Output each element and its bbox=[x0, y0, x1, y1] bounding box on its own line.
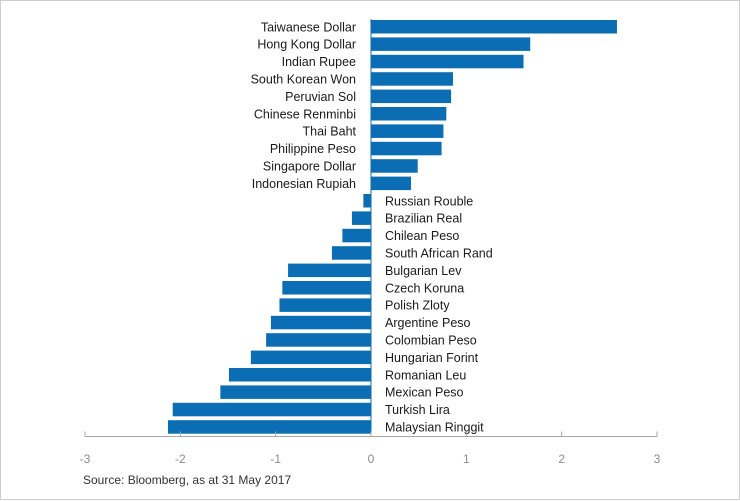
bar-czech-koruna bbox=[282, 281, 371, 295]
bar-brazilian-real bbox=[351, 211, 371, 225]
x-axis: -3 -2 -1 0 1 2 3 bbox=[80, 19, 661, 466]
bar-south-korean-won bbox=[371, 72, 453, 86]
bar-peruvian-sol bbox=[371, 89, 452, 104]
category-label: Russian Rouble bbox=[385, 194, 473, 208]
bar-south-african-rand bbox=[331, 246, 371, 260]
bar-bulgarian-lev bbox=[288, 263, 371, 278]
bar-thai-baht bbox=[371, 124, 444, 138]
bar-chilean-peso bbox=[342, 228, 371, 243]
category-label: Thai Baht bbox=[302, 125, 356, 139]
bar-chinese-renminbi bbox=[371, 107, 447, 121]
bar-colombian-peso bbox=[266, 333, 371, 347]
category-label: Indian Rupee bbox=[282, 55, 356, 69]
x-tick-label: 1 bbox=[463, 452, 470, 466]
bar-hungarian-forint bbox=[250, 350, 371, 365]
bar-philippine-peso bbox=[371, 141, 442, 156]
category-label: Taiwanese Dollar bbox=[261, 20, 356, 34]
category-label: Indonesian Rupiah bbox=[252, 177, 356, 191]
bar-polish-zloty bbox=[279, 298, 371, 312]
category-label: Mexican Peso bbox=[385, 386, 464, 400]
category-label: Hong Kong Dollar bbox=[257, 38, 356, 52]
bar-indian-rupee bbox=[371, 54, 524, 69]
bar-mexican-peso bbox=[220, 385, 371, 399]
bar-turkish-lira bbox=[172, 402, 371, 417]
category-label: Philippine Peso bbox=[270, 142, 356, 156]
x-tick-label: 0 bbox=[368, 452, 375, 466]
category-label: Polish Zloty bbox=[385, 299, 450, 313]
x-tick-label: 3 bbox=[654, 452, 661, 466]
x-tick-label: -2 bbox=[175, 452, 186, 466]
x-tick-label: -3 bbox=[80, 452, 91, 466]
bar-indonesian-rupiah bbox=[371, 176, 412, 191]
category-label: Chinese Renminbi bbox=[254, 107, 356, 121]
bar-romanian-leu bbox=[228, 368, 371, 382]
bar-russian-rouble bbox=[363, 194, 371, 208]
bar-argentine-peso bbox=[270, 315, 371, 330]
bar-hong-kong-dollar bbox=[371, 37, 531, 51]
category-label: Hungarian Forint bbox=[385, 351, 479, 365]
category-label: Brazilian Real bbox=[385, 212, 462, 226]
bar-singapore-dollar bbox=[371, 159, 418, 173]
category-label: South African Rand bbox=[385, 246, 493, 260]
x-tick-label: -1 bbox=[270, 452, 281, 466]
bar-malaysian-ringgit bbox=[167, 420, 371, 434]
bar-taiwanese-dollar bbox=[371, 20, 617, 34]
category-label: Romanian Leu bbox=[385, 368, 466, 382]
category-label: Czech Koruna bbox=[385, 281, 464, 295]
category-label: Peruvian Sol bbox=[285, 90, 356, 104]
category-label: Singapore Dollar bbox=[263, 159, 356, 173]
category-label: Malaysian Ringgit bbox=[385, 420, 484, 434]
category-labels-group: Taiwanese Dollar Hong Kong Dollar Indian R… bbox=[251, 20, 493, 434]
category-label: Chilean Peso bbox=[385, 229, 459, 243]
category-label: Argentine Peso bbox=[385, 316, 471, 330]
category-label: Colombian Peso bbox=[385, 333, 477, 347]
bars-group bbox=[167, 20, 617, 434]
category-label: South Korean Won bbox=[251, 72, 356, 86]
category-label: Bulgarian Lev bbox=[385, 264, 462, 278]
source-note: Source: Bloomberg, as at 31 May 2017 bbox=[83, 473, 292, 487]
x-tick-label: 2 bbox=[558, 452, 565, 466]
category-label: Turkish Lira bbox=[385, 403, 450, 417]
